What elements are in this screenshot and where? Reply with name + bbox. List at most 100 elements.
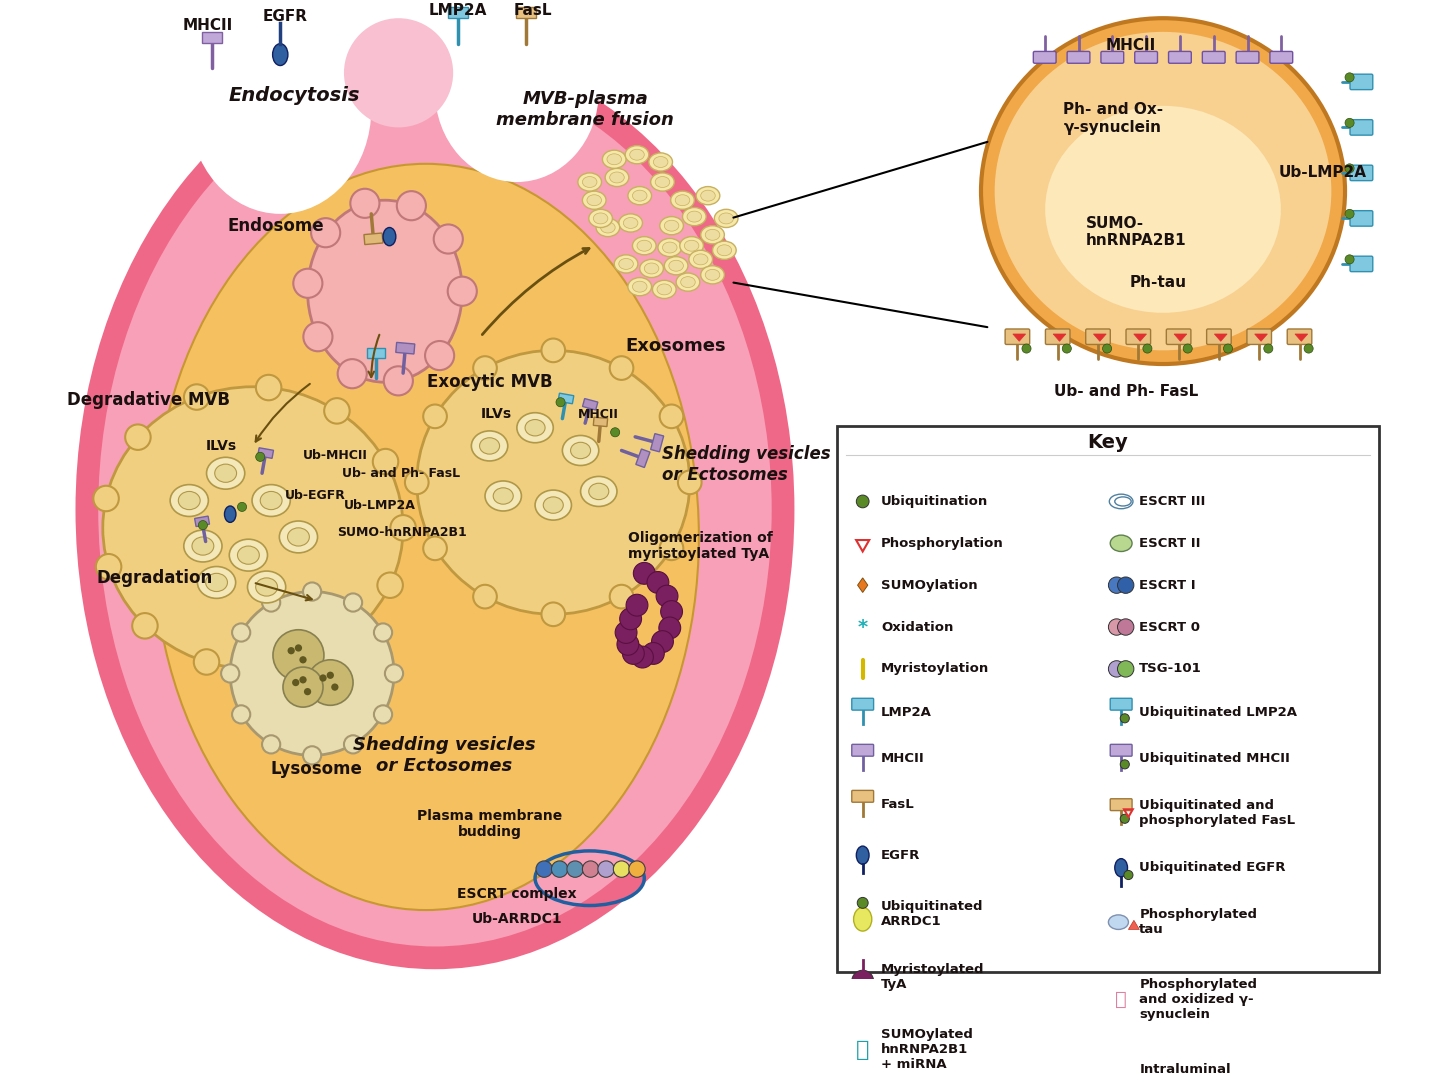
Ellipse shape: [701, 266, 724, 284]
Polygon shape: [1134, 334, 1147, 341]
Ellipse shape: [981, 18, 1345, 364]
Circle shape: [551, 861, 568, 877]
Circle shape: [620, 608, 642, 629]
Circle shape: [1263, 344, 1274, 353]
Text: MVB-plasma
membrane fusion: MVB-plasma membrane fusion: [496, 89, 673, 129]
Ellipse shape: [625, 145, 649, 164]
Ellipse shape: [679, 237, 704, 255]
Ellipse shape: [248, 571, 286, 603]
Ellipse shape: [308, 200, 462, 382]
Circle shape: [94, 485, 119, 511]
FancyBboxPatch shape: [1350, 166, 1373, 181]
Polygon shape: [201, 32, 222, 43]
FancyBboxPatch shape: [1350, 256, 1373, 271]
Circle shape: [311, 218, 340, 247]
Circle shape: [535, 861, 553, 877]
Text: Ub-LMP2A: Ub-LMP2A: [344, 498, 416, 511]
Circle shape: [632, 647, 653, 668]
Ellipse shape: [344, 18, 453, 127]
Text: FasL: FasL: [881, 798, 915, 811]
Circle shape: [344, 735, 363, 753]
Ellipse shape: [649, 153, 672, 171]
Ellipse shape: [1045, 105, 1281, 313]
Circle shape: [656, 585, 678, 607]
FancyBboxPatch shape: [1248, 329, 1272, 344]
Circle shape: [304, 582, 321, 600]
Polygon shape: [1295, 334, 1308, 341]
Ellipse shape: [1109, 1068, 1132, 1076]
Text: Ub- and Ph- FasL: Ub- and Ph- FasL: [1055, 384, 1199, 399]
Polygon shape: [583, 398, 597, 410]
Ellipse shape: [383, 227, 396, 245]
Polygon shape: [517, 8, 535, 18]
Ellipse shape: [153, 164, 699, 910]
Text: Plasma membrane
budding: Plasma membrane budding: [417, 808, 563, 838]
Circle shape: [541, 603, 566, 626]
Text: SUMOylated
hnRNPA2B1
+ miRNA: SUMOylated hnRNPA2B1 + miRNA: [881, 1029, 973, 1072]
Circle shape: [1345, 255, 1354, 264]
FancyBboxPatch shape: [1111, 698, 1132, 710]
Circle shape: [1108, 619, 1125, 635]
Circle shape: [678, 470, 702, 494]
Ellipse shape: [652, 281, 676, 298]
Text: Shedding vesicles
or Ectosomes: Shedding vesicles or Ectosomes: [662, 444, 832, 483]
Ellipse shape: [206, 574, 227, 592]
FancyBboxPatch shape: [1203, 52, 1225, 63]
Ellipse shape: [630, 150, 645, 160]
FancyBboxPatch shape: [1101, 52, 1124, 63]
Circle shape: [1022, 344, 1032, 353]
Ellipse shape: [682, 208, 707, 226]
Ellipse shape: [472, 430, 508, 461]
Ellipse shape: [686, 211, 702, 222]
Circle shape: [423, 405, 448, 428]
Circle shape: [659, 617, 681, 639]
Polygon shape: [1094, 334, 1107, 341]
Circle shape: [1118, 661, 1134, 677]
Text: Ph-tau: Ph-tau: [1130, 274, 1187, 289]
Ellipse shape: [705, 269, 720, 281]
Circle shape: [350, 188, 380, 217]
Ellipse shape: [207, 457, 245, 490]
Text: ESCRT complex: ESCRT complex: [458, 887, 577, 901]
Circle shape: [473, 356, 496, 380]
Ellipse shape: [190, 4, 371, 214]
Circle shape: [344, 593, 363, 611]
Text: ESCRT III: ESCRT III: [1140, 495, 1206, 508]
Circle shape: [473, 584, 496, 608]
Text: *: *: [858, 618, 868, 637]
Ellipse shape: [720, 213, 734, 224]
Circle shape: [1183, 344, 1193, 353]
Ellipse shape: [645, 263, 659, 274]
Ellipse shape: [653, 156, 668, 168]
Text: Degradative MVB: Degradative MVB: [66, 392, 230, 410]
Circle shape: [308, 660, 353, 705]
Circle shape: [629, 861, 645, 877]
Circle shape: [567, 861, 583, 877]
Circle shape: [852, 971, 873, 992]
Circle shape: [1143, 344, 1153, 353]
Circle shape: [256, 452, 265, 462]
Ellipse shape: [544, 497, 563, 513]
Circle shape: [555, 398, 566, 407]
Circle shape: [397, 192, 426, 221]
Text: Endocytosis: Endocytosis: [229, 86, 360, 105]
Ellipse shape: [614, 255, 637, 273]
Text: Ub-MHCII: Ub-MHCII: [304, 449, 368, 462]
Text: Ubiquitination: Ubiquitination: [881, 495, 989, 508]
Polygon shape: [448, 8, 468, 18]
Circle shape: [390, 515, 416, 540]
FancyBboxPatch shape: [1045, 329, 1071, 344]
Ellipse shape: [610, 172, 625, 183]
Ellipse shape: [279, 521, 318, 553]
Text: MHCII: MHCII: [578, 408, 619, 421]
FancyBboxPatch shape: [852, 698, 873, 710]
Ellipse shape: [596, 218, 620, 237]
Text: Phosphorylation: Phosphorylation: [881, 537, 1003, 550]
Text: Lysosome: Lysosome: [271, 760, 363, 778]
Circle shape: [266, 654, 292, 679]
Circle shape: [1120, 815, 1130, 823]
Text: Degradation: Degradation: [96, 569, 213, 586]
Circle shape: [283, 667, 322, 707]
Ellipse shape: [435, 0, 599, 182]
Ellipse shape: [260, 492, 282, 510]
